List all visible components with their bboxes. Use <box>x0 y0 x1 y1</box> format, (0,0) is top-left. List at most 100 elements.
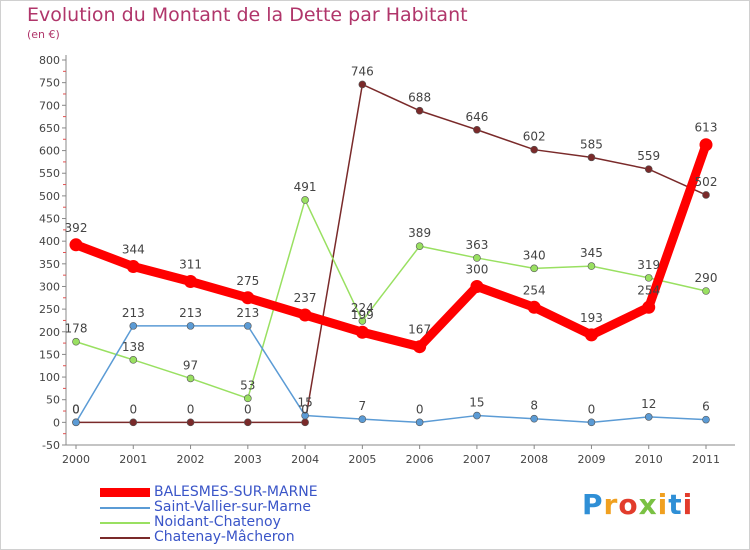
x-tick-label: 2002 <box>177 453 205 466</box>
data-label: 224 <box>351 301 374 315</box>
data-point <box>129 418 138 427</box>
data-label: 746 <box>351 64 374 78</box>
data-label: 97 <box>183 358 198 372</box>
data-point <box>470 279 484 293</box>
data-point <box>244 418 252 427</box>
data-point <box>358 80 367 89</box>
data-point <box>186 322 195 330</box>
data-point <box>184 274 198 288</box>
data-label: 167 <box>408 323 431 337</box>
data-label: 559 <box>637 149 660 163</box>
y-tick-label: 0 <box>53 416 60 429</box>
data-label: 646 <box>465 110 488 124</box>
legend-label-saint-vallier: Saint-Vallier-sur-Marne <box>154 499 311 515</box>
legend-swatch-saint-vallier <box>100 506 150 509</box>
logo-letter: i <box>657 488 669 521</box>
data-point <box>699 138 713 152</box>
x-tick-label: 2000 <box>62 453 90 466</box>
data-label: 275 <box>236 274 259 288</box>
data-point <box>473 254 481 262</box>
data-point <box>413 340 427 354</box>
logo-letter: t <box>668 488 683 521</box>
x-tick-label: 2003 <box>234 453 262 466</box>
chart-axes: -500501001502002503003504004505005506006… <box>39 54 735 466</box>
data-point <box>298 308 312 322</box>
data-point <box>702 191 710 199</box>
data-label: 0 <box>416 402 424 416</box>
data-point <box>69 238 83 252</box>
data-point <box>186 418 195 427</box>
y-tick-label: 750 <box>39 77 60 90</box>
data-label: 213 <box>122 306 145 320</box>
data-label: 300 <box>465 262 488 276</box>
x-tick-label: 2004 <box>291 453 319 466</box>
series-line-2 <box>75 199 707 400</box>
proxiti-logo: Proxiti <box>582 488 693 521</box>
data-label: 344 <box>122 243 145 257</box>
legend-label-balesmes: BALESMES-SUR-MARNE <box>154 484 318 500</box>
logo-letter: P <box>582 488 604 521</box>
y-tick-label: -50 <box>42 439 60 452</box>
chart-unit: (en €) <box>27 28 60 41</box>
data-point <box>358 415 367 423</box>
data-label: 213 <box>236 306 259 320</box>
data-point <box>473 125 481 134</box>
y-tick-label: 600 <box>39 145 60 158</box>
y-tick-label: 400 <box>39 235 60 248</box>
data-point <box>241 291 255 305</box>
data-label: 237 <box>294 291 317 305</box>
data-label: 340 <box>523 248 546 262</box>
data-label: 193 <box>580 311 603 325</box>
data-label: 0 <box>301 402 309 416</box>
data-point <box>244 394 252 403</box>
y-tick-label: 300 <box>39 280 60 293</box>
legend-label-chatenay: Chatenay-Mâcheron <box>154 529 295 545</box>
data-point <box>129 322 138 330</box>
data-label: 254 <box>637 283 660 297</box>
data-point <box>702 287 710 295</box>
data-label: 7 <box>359 399 367 413</box>
data-point <box>644 274 653 282</box>
data-point <box>415 242 424 250</box>
data-label: 363 <box>465 238 488 252</box>
x-tick-label: 2008 <box>520 453 548 466</box>
y-tick-label: 150 <box>39 348 60 361</box>
data-point <box>126 260 140 274</box>
x-tick-label: 2010 <box>635 453 663 466</box>
legend-item-noidant: Noidant-Chatenoy <box>100 515 318 530</box>
data-label: 0 <box>187 402 195 416</box>
data-point <box>644 165 653 173</box>
x-tick-label: 2011 <box>692 453 720 466</box>
data-label: 290 <box>695 271 718 285</box>
legend-swatch-chatenay <box>100 536 150 539</box>
data-label: 613 <box>695 121 718 135</box>
data-label: 0 <box>244 402 252 416</box>
data-label: 8 <box>530 399 538 413</box>
data-label: 254 <box>523 283 546 297</box>
y-tick-label: 200 <box>39 326 60 339</box>
y-tick-label: 350 <box>39 258 60 271</box>
data-point <box>530 264 538 273</box>
legend-item-chatenay: Chatenay-Mâcheron <box>100 530 318 545</box>
data-label: 0 <box>129 402 137 416</box>
legend-item-balesmes: BALESMES-SUR-MARNE <box>100 485 318 500</box>
data-point <box>587 153 596 162</box>
series-line-0 <box>71 140 711 352</box>
data-label: 0 <box>72 402 80 416</box>
data-point <box>301 418 309 427</box>
data-point <box>355 325 369 339</box>
y-tick-label: 500 <box>39 190 60 203</box>
series-layer <box>69 80 713 427</box>
data-point <box>587 418 596 427</box>
data-label: 389 <box>408 226 431 240</box>
data-point <box>415 418 424 427</box>
data-labels-layer: 0 0 0 0 0 746 688 646 602 585 559 502 178 138 97 53 491 2… <box>65 64 718 416</box>
legend-label-noidant: Noidant-Chatenoy <box>154 514 281 530</box>
y-tick-label: 100 <box>39 371 60 384</box>
y-tick-label: 650 <box>39 122 60 135</box>
legend: BALESMES-SUR-MARNE Saint-Vallier-sur-Mar… <box>100 485 318 545</box>
data-label: 53 <box>240 378 255 392</box>
data-point <box>72 418 80 427</box>
